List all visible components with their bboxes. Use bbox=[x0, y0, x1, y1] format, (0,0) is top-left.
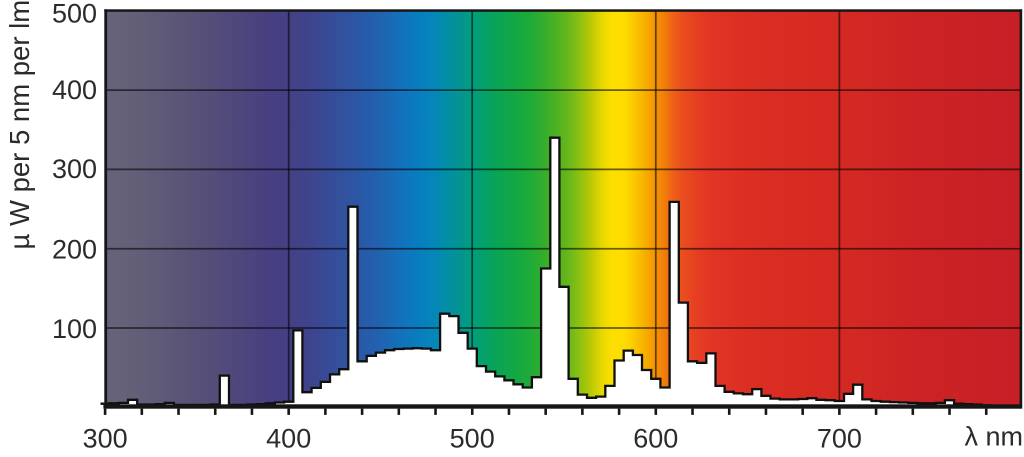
svg-text:500: 500 bbox=[450, 424, 495, 454]
svg-text:100: 100 bbox=[52, 314, 97, 344]
svg-text:µ W per 5 nm per lm: µ W per 5 nm per lm bbox=[4, 0, 35, 250]
svg-text:600: 600 bbox=[633, 424, 678, 454]
svg-text:300: 300 bbox=[83, 424, 128, 454]
svg-text:λ nm: λ nm bbox=[964, 422, 1023, 452]
svg-text:300: 300 bbox=[52, 154, 97, 184]
svg-text:400: 400 bbox=[52, 75, 97, 105]
svg-text:200: 200 bbox=[52, 235, 97, 265]
svg-text:400: 400 bbox=[266, 424, 311, 454]
svg-text:700: 700 bbox=[817, 424, 862, 454]
svg-text:500: 500 bbox=[52, 0, 97, 29]
